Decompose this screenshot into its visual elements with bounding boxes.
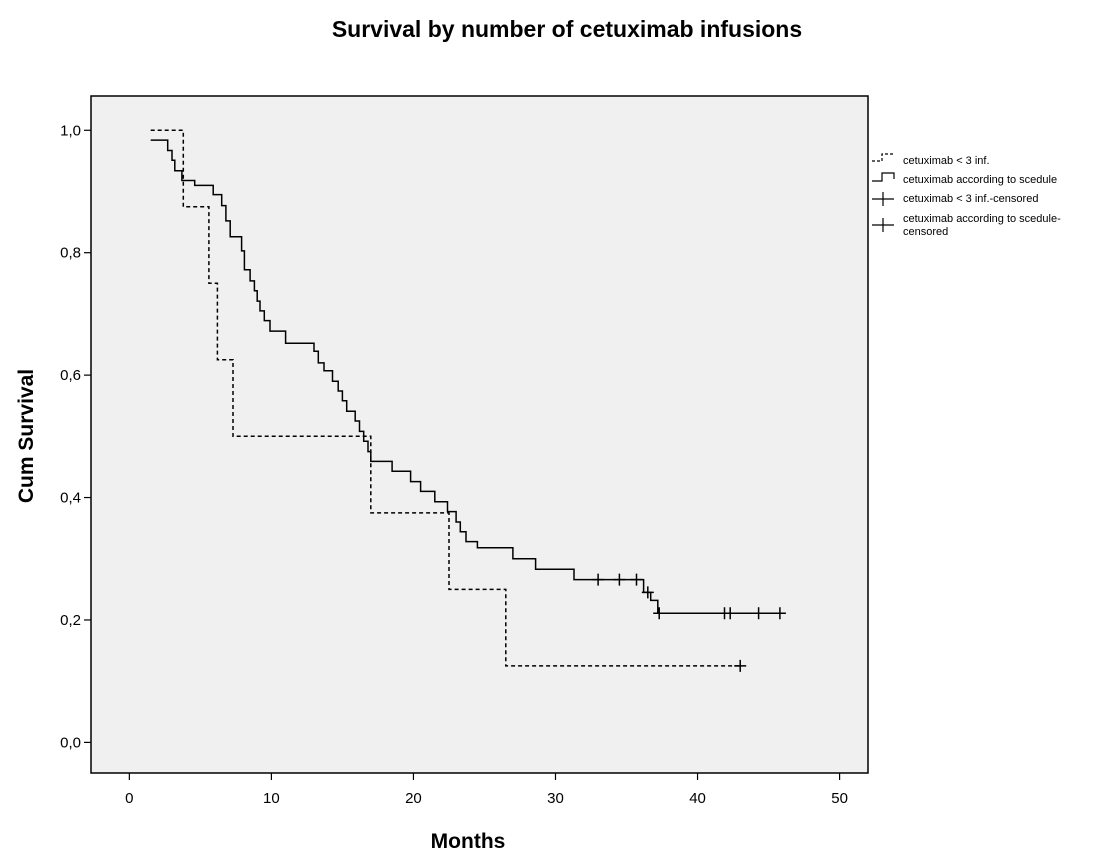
x-tick-label: 40 [689,790,706,807]
y-axis: 0,0 0,2 0,4 0,6 0,8 1,0 [60,122,91,751]
legend-label-lt3-censored: cetuximab < 3 inf.-censored [903,193,1038,205]
censor-mark [653,607,666,620]
y-tick-label: 0,4 [60,490,81,507]
legend: cetuximab < 3 inf. cetuximab according t… [872,153,1061,238]
x-axis-title: Months [431,830,506,853]
legend-swatch-censored [872,218,894,232]
y-tick-label: 0,8 [60,245,81,262]
censor-mark [724,607,737,620]
x-tick-label: 10 [263,790,280,807]
legend-label-lt3: cetuximab < 3 inf. [903,155,990,167]
censor-mark [592,573,605,586]
legend-item-schedule: cetuximab according to scedule [872,172,1057,186]
legend-label-schedule-censored-2: censored [903,226,948,238]
y-axis-title: Cum Survival [15,369,38,503]
censor-mark [613,573,626,586]
x-tick-label: 30 [547,790,564,807]
series-line-lt3 [150,129,741,667]
x-tick-label: 50 [831,790,848,807]
x-axis: 0 10 20 30 40 50 [125,773,848,807]
legend-swatch-dashed [872,153,894,162]
legend-item-lt3-censored: cetuximab < 3 inf.-censored [872,192,1038,206]
y-tick-label: 0,0 [60,734,81,751]
legend-item-schedule-censored: cetuximab according to scedule- censored [872,213,1061,238]
y-tick-label: 0,2 [60,612,81,629]
censor-mark [641,586,654,599]
legend-swatch-solid [872,172,895,182]
censor-mark [630,573,643,586]
x-tick-label: 0 [125,790,133,807]
series-layer [150,129,786,672]
censor-mark [734,659,747,672]
x-tick-label: 20 [405,790,422,807]
legend-label-schedule: cetuximab according to scedule [903,174,1057,186]
censor-mark [752,607,765,620]
censor-mark [773,607,786,620]
legend-label-schedule-censored-1: cetuximab according to scedule- [903,213,1061,225]
y-tick-label: 0,6 [60,367,81,384]
y-tick-label: 1,0 [60,122,81,139]
series-line-schedule [150,139,783,614]
legend-item-lt3: cetuximab < 3 inf. [872,153,990,167]
chart-title: Survival by number of cetuximab infusion… [332,16,802,42]
legend-swatch-censored [872,192,894,206]
plot-area [90,95,869,774]
